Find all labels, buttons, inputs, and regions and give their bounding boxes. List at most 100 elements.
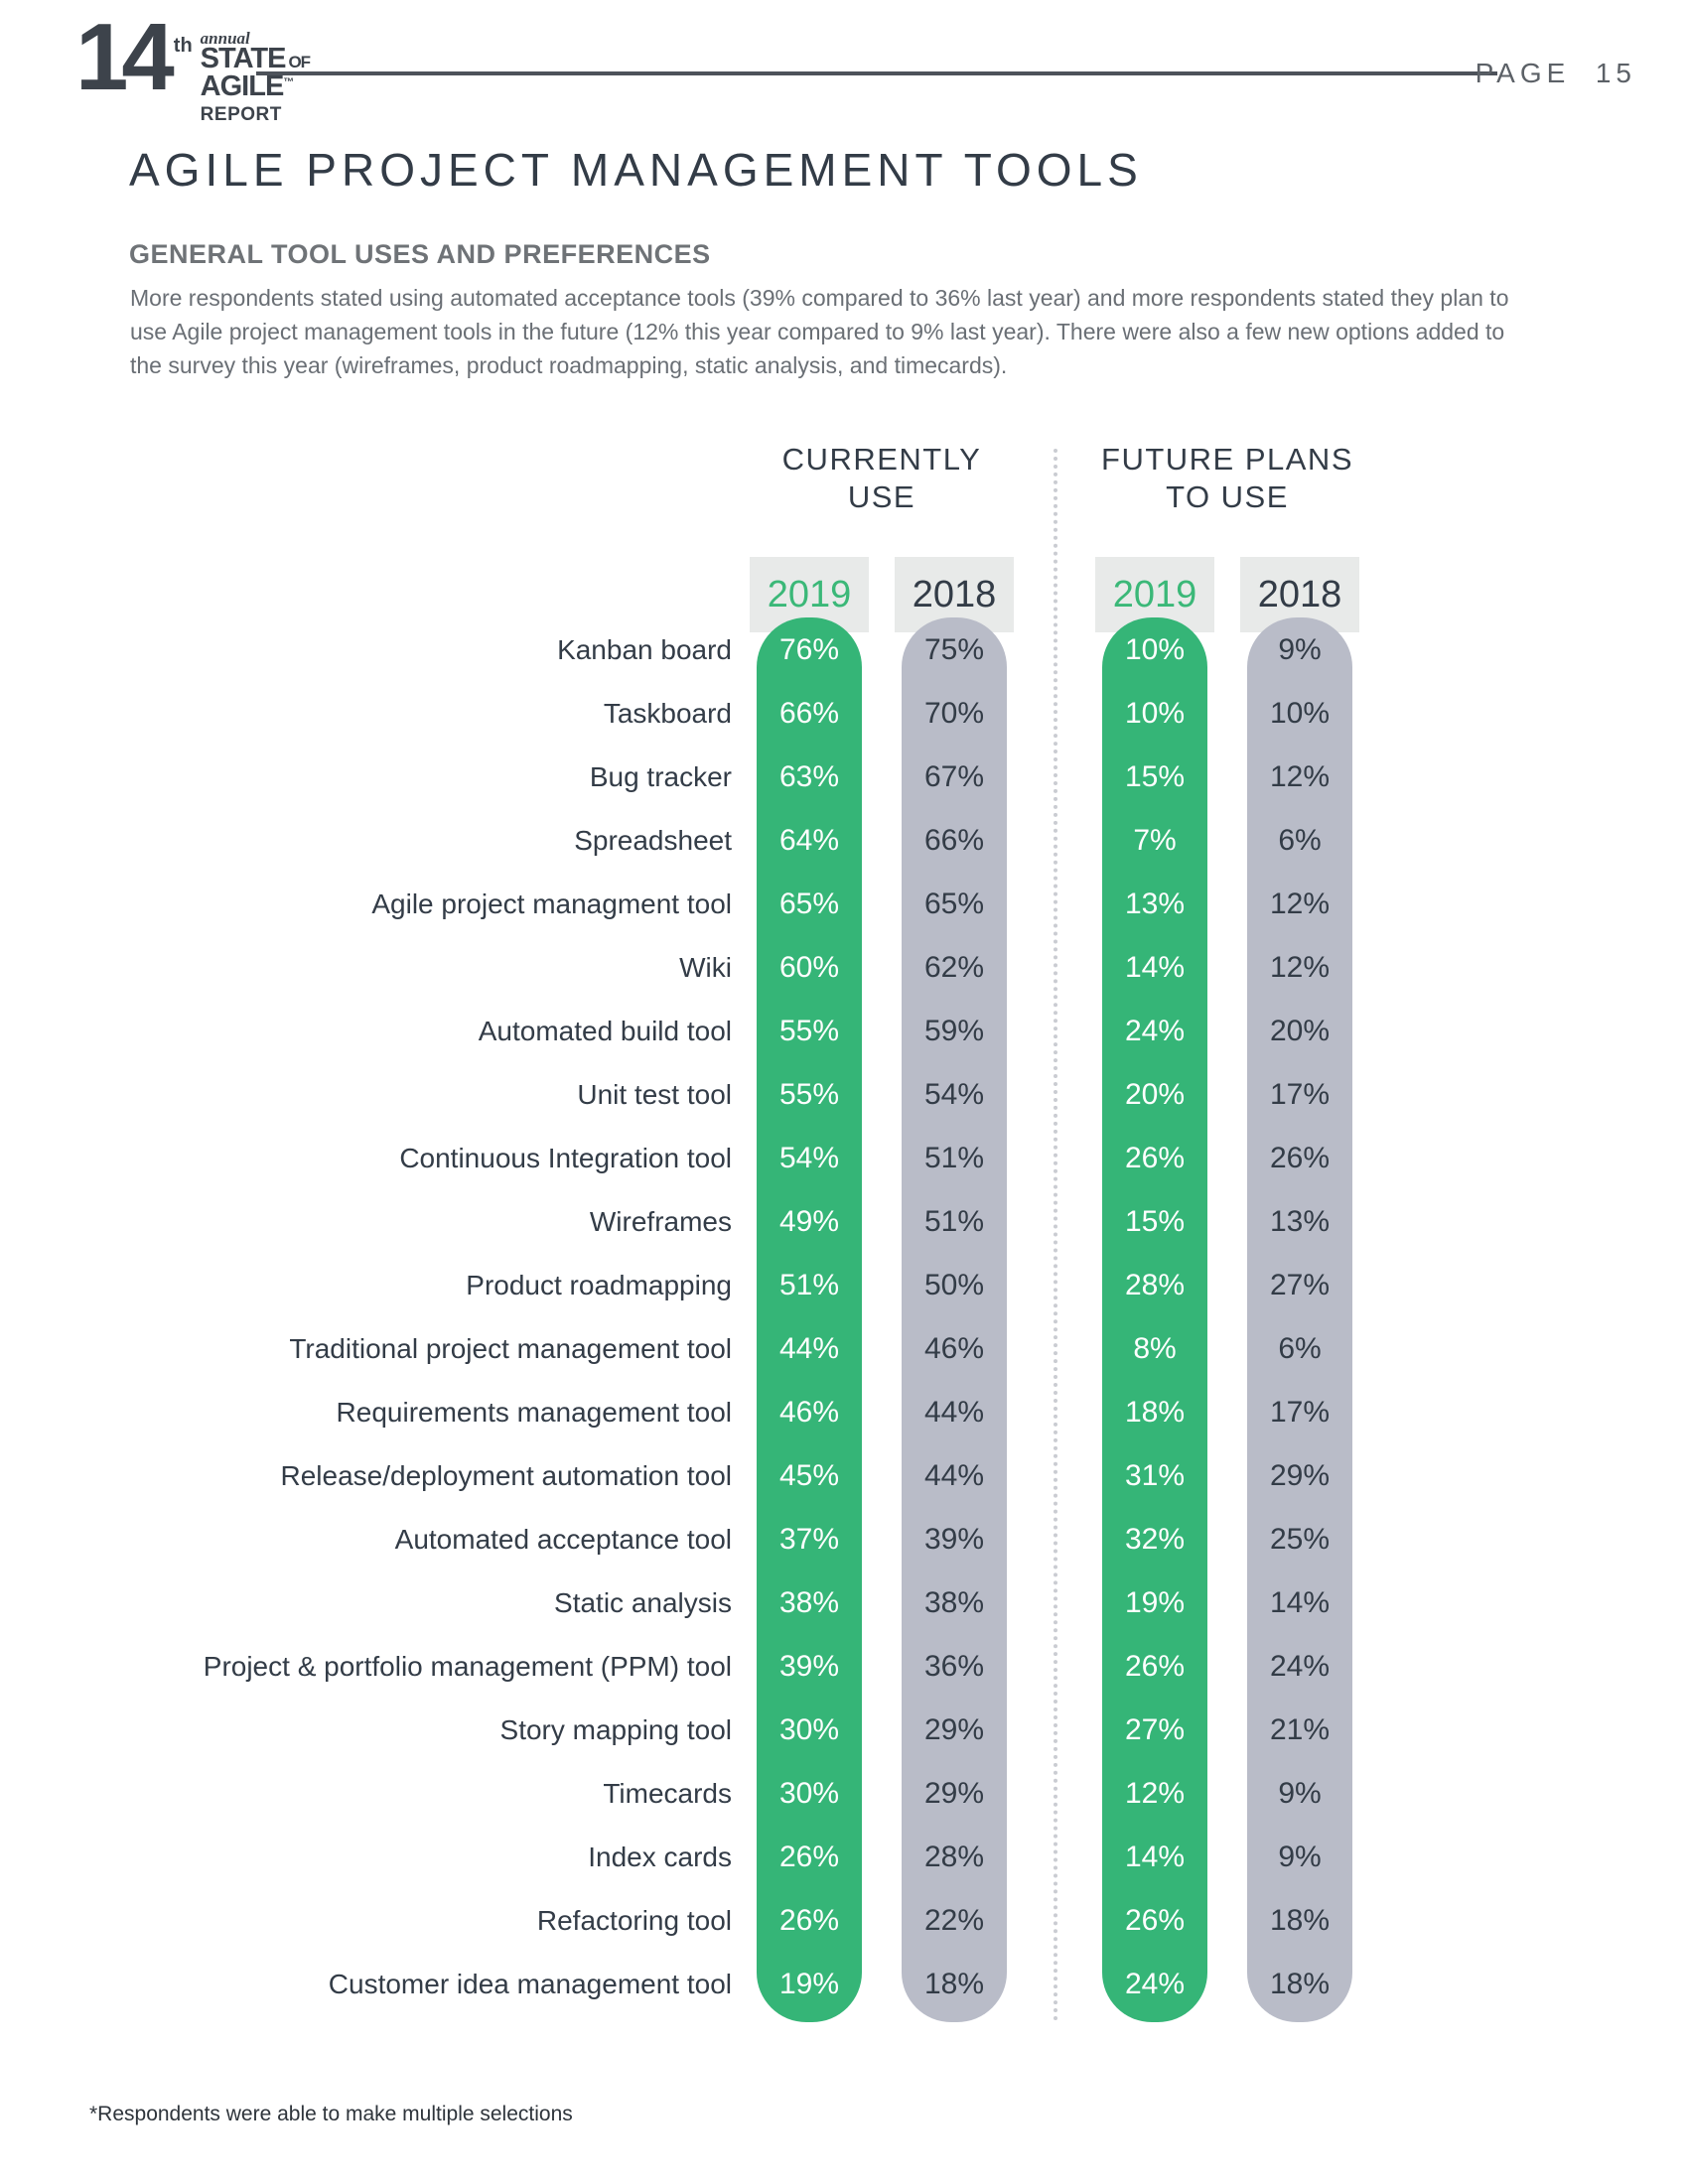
table-row: Kanban board 76% 75% 10% 9% xyxy=(0,618,1688,682)
table-row: Static analysis 38% 38% 19% 14% xyxy=(0,1571,1688,1635)
row-label: Project & portfolio management (PPM) too… xyxy=(203,1651,732,1682)
table-row: Unit test tool 55% 54% 20% 17% xyxy=(0,1063,1688,1127)
value-future-2018: 6% xyxy=(1278,1332,1322,1365)
value-currently-2019: 45% xyxy=(778,1459,840,1492)
row-label: Spreadsheet xyxy=(574,825,732,856)
value-currently-2018: 46% xyxy=(923,1332,985,1365)
row-label: Timecards xyxy=(603,1778,732,1809)
footnote: *Respondents were able to make multiple … xyxy=(89,2103,573,2125)
value-currently-2018: 29% xyxy=(923,1777,985,1810)
value-future-2019: 15% xyxy=(1124,1205,1186,1238)
value-currently-2018: 75% xyxy=(923,633,985,666)
logo-word-state: STATE xyxy=(200,43,287,74)
table-row: Project & portfolio management (PPM) too… xyxy=(0,1635,1688,1699)
row-label: Continuous Integration tool xyxy=(399,1143,732,1173)
column-bar-future-2018 xyxy=(1247,617,1352,2022)
value-currently-2019: 66% xyxy=(778,697,840,730)
row-label: Automated build tool xyxy=(478,1016,732,1046)
row-label: Taskboard xyxy=(603,698,732,729)
table-row: Automated build tool 55% 59% 24% 20% xyxy=(0,1000,1688,1063)
row-label: Refactoring tool xyxy=(536,1905,732,1936)
row-label: Traditional project management tool xyxy=(289,1333,732,1364)
row-label: Agile project managment tool xyxy=(371,888,732,919)
value-currently-2018: 38% xyxy=(923,1586,985,1619)
column-bar-currently-2018 xyxy=(902,617,1007,2022)
value-currently-2018: 62% xyxy=(923,951,985,984)
value-currently-2019: 65% xyxy=(778,887,840,920)
logo-line-agile: AGILE™ xyxy=(201,72,310,105)
value-future-2019: 26% xyxy=(1124,1142,1186,1174)
value-currently-2018: 39% xyxy=(923,1523,985,1556)
value-currently-2018: 28% xyxy=(923,1841,985,1873)
value-future-2019: 10% xyxy=(1124,633,1186,666)
row-label: Product roadmapping xyxy=(466,1270,732,1300)
value-future-2018: 17% xyxy=(1269,1396,1331,1429)
logo-annual: annual xyxy=(200,29,250,48)
section-body: More respondents stated using automated … xyxy=(130,285,1509,378)
value-future-2018: 17% xyxy=(1269,1078,1331,1111)
value-future-2018: 9% xyxy=(1278,1841,1322,1873)
value-currently-2019: 38% xyxy=(778,1586,840,1619)
row-label: Kanban board xyxy=(557,634,732,665)
value-currently-2018: 29% xyxy=(923,1713,985,1746)
row-label: Story mapping tool xyxy=(499,1714,732,1745)
logo-word-agile: AGILE xyxy=(200,70,285,102)
value-future-2019: 20% xyxy=(1124,1078,1186,1111)
value-currently-2019: 60% xyxy=(778,951,840,984)
table-rows: Kanban board 76% 75% 10% 9% Taskboard 66… xyxy=(0,618,1688,2016)
value-currently-2018: 51% xyxy=(923,1142,985,1174)
row-label: Static analysis xyxy=(554,1587,732,1618)
value-future-2018: 9% xyxy=(1278,1777,1322,1810)
value-future-2018: 20% xyxy=(1269,1015,1331,1047)
group-header-currently-use: CURRENTLY USE xyxy=(782,441,982,516)
table-row: Index cards 26% 28% 14% 9% xyxy=(0,1826,1688,1889)
logo-wordmark: annual STATE OF AGILE™ REPORT xyxy=(200,18,311,125)
value-currently-2018: 59% xyxy=(923,1015,985,1047)
value-currently-2019: 39% xyxy=(778,1650,840,1683)
value-future-2018: 24% xyxy=(1269,1650,1331,1683)
value-currently-2018: 36% xyxy=(923,1650,985,1683)
group-header-line: CURRENTLY xyxy=(781,442,982,477)
value-future-2018: 9% xyxy=(1278,633,1322,666)
table-row: Release/deployment automation tool 45% 4… xyxy=(0,1444,1688,1508)
table-row: Wireframes 49% 51% 15% 13% xyxy=(0,1190,1688,1254)
value-currently-2018: 65% xyxy=(923,887,985,920)
value-currently-2018: 50% xyxy=(923,1269,985,1301)
table-row: Bug tracker 63% 67% 15% 12% xyxy=(0,746,1688,809)
value-currently-2019: 26% xyxy=(778,1841,840,1873)
value-future-2018: 6% xyxy=(1278,824,1322,857)
value-currently-2019: 55% xyxy=(778,1078,840,1111)
logo-number: 14 xyxy=(75,4,175,110)
value-future-2018: 29% xyxy=(1269,1459,1331,1492)
value-currently-2018: 18% xyxy=(923,1968,985,2000)
value-currently-2018: 66% xyxy=(923,824,985,857)
value-currently-2019: 44% xyxy=(778,1332,840,1365)
column-bar-future-2019 xyxy=(1102,617,1207,2022)
value-currently-2018: 67% xyxy=(923,760,985,793)
value-future-2018: 27% xyxy=(1269,1269,1331,1301)
table-row: Spreadsheet 64% 66% 7% 6% xyxy=(0,809,1688,873)
column-bar-currently-2019 xyxy=(757,617,862,2022)
row-label: Wireframes xyxy=(589,1206,732,1237)
logo-ordinal: th xyxy=(173,35,193,57)
value-future-2019: 8% xyxy=(1133,1332,1177,1365)
value-currently-2019: 19% xyxy=(778,1968,840,2000)
row-label: Unit test tool xyxy=(577,1079,732,1110)
value-future-2018: 14% xyxy=(1269,1586,1331,1619)
year-label: 2019 xyxy=(1112,573,1197,615)
logo-trademark: ™ xyxy=(283,76,294,88)
value-currently-2019: 37% xyxy=(778,1523,840,1556)
table-row: Requirements management tool 46% 44% 18%… xyxy=(0,1381,1688,1444)
page-number-label: PAGE 15 xyxy=(1475,58,1636,88)
value-future-2019: 14% xyxy=(1124,1841,1186,1873)
group-header-line: FUTURE PLANS xyxy=(1101,442,1353,477)
value-currently-2019: 26% xyxy=(778,1904,840,1937)
value-currently-2019: 30% xyxy=(778,1713,840,1746)
value-future-2019: 31% xyxy=(1124,1459,1186,1492)
value-currently-2018: 22% xyxy=(923,1904,985,1937)
value-future-2019: 14% xyxy=(1124,951,1186,984)
row-label: Requirements management tool xyxy=(336,1397,732,1428)
